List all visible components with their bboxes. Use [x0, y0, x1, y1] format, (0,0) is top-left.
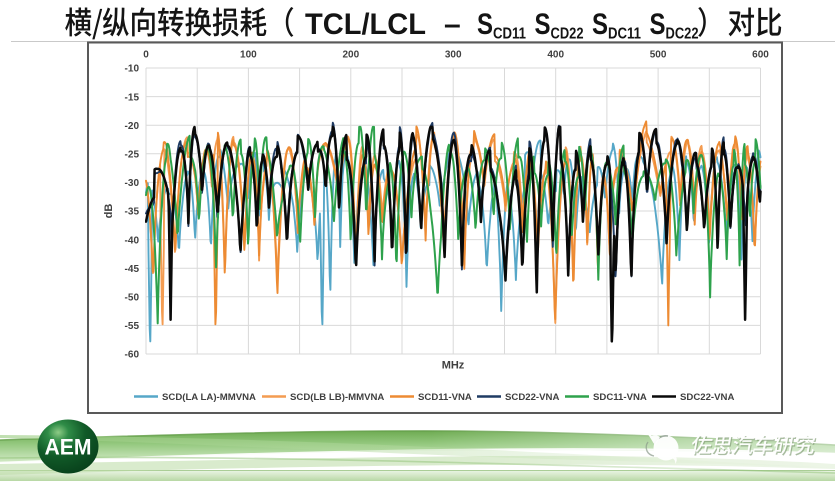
svg-text:–: – — [444, 8, 461, 41]
svg-text:300: 300 — [445, 50, 462, 61]
svg-text:-55: -55 — [125, 321, 140, 332]
svg-text:MHz: MHz — [442, 360, 465, 372]
svg-text:-15: -15 — [125, 92, 140, 103]
svg-text:400: 400 — [547, 50, 564, 61]
svg-text:-25: -25 — [125, 150, 140, 161]
svg-text:SDC11-VNA: SDC11-VNA — [593, 392, 647, 403]
svg-text:200: 200 — [342, 50, 359, 61]
svg-text:dB: dB — [103, 204, 115, 219]
svg-text:DC22: DC22 — [666, 26, 699, 43]
svg-text:AEM: AEM — [45, 435, 92, 460]
svg-text:600: 600 — [752, 50, 769, 61]
svg-text:S: S — [650, 8, 666, 41]
svg-text:CD22: CD22 — [551, 26, 584, 43]
svg-text:S: S — [477, 8, 493, 41]
svg-text:-20: -20 — [125, 121, 140, 132]
svg-text:SCD22-VNA: SCD22-VNA — [505, 392, 559, 403]
svg-text:DC11: DC11 — [608, 26, 641, 43]
svg-text:-40: -40 — [125, 235, 140, 246]
svg-text:CD11: CD11 — [493, 26, 526, 43]
svg-text:-30: -30 — [125, 178, 140, 189]
svg-text:-50: -50 — [125, 293, 140, 304]
svg-text:SCD(LB LB)-MMVNA: SCD(LB LB)-MMVNA — [290, 392, 384, 403]
svg-text:-45: -45 — [125, 264, 140, 275]
svg-text:TCL/LCL: TCL/LCL — [305, 8, 426, 41]
svg-text:500: 500 — [650, 50, 667, 61]
svg-text:-35: -35 — [125, 207, 140, 218]
svg-text:SCD(LA LA)-MMVNA: SCD(LA LA)-MMVNA — [162, 392, 256, 403]
svg-text:SCD11-VNA: SCD11-VNA — [418, 392, 472, 403]
svg-text:100: 100 — [240, 50, 257, 61]
svg-text:-10: -10 — [125, 64, 140, 75]
svg-text:0: 0 — [143, 50, 149, 61]
svg-text:SDC22-VNA: SDC22-VNA — [680, 392, 734, 403]
svg-text:S: S — [535, 8, 551, 41]
svg-text:-60: -60 — [125, 350, 140, 361]
svg-text:S: S — [592, 8, 608, 41]
